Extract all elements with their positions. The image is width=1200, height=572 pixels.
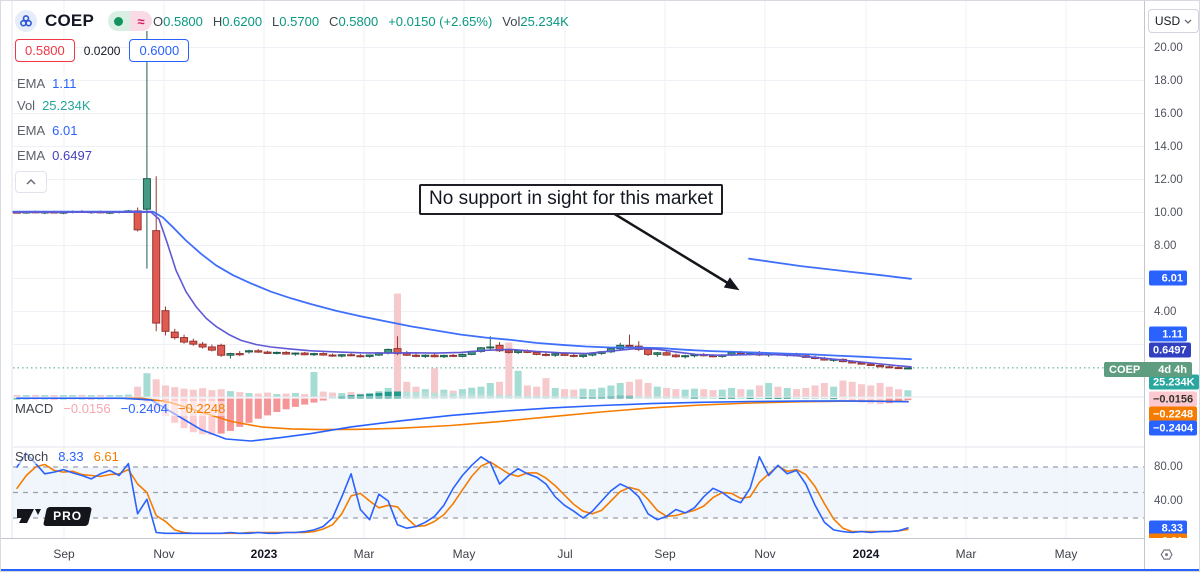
- price-axis-tick: 14.00: [1154, 140, 1183, 153]
- tradingview-logo-icon: [17, 509, 41, 523]
- symbol-logo-icon[interactable]: [15, 10, 37, 32]
- time-axis-label: Sep: [53, 547, 75, 561]
- time-axis[interactable]: Sep Nov 2023 Mar May Jul Sep Nov 2024 Mar May: [1, 538, 1199, 571]
- countdown-time: 4d 4h: [1158, 363, 1187, 376]
- time-axis-label: Jul: [557, 547, 573, 561]
- currency-selector-button[interactable]: USD: [1148, 9, 1199, 33]
- annotation-text-box[interactable]: No support in sight for this market: [419, 184, 724, 215]
- legend-row-ema-1.11[interactable]: EMA 1.11: [15, 76, 79, 91]
- spread-value: 0.0200: [83, 43, 121, 58]
- macd-signal-value: −0.2248: [178, 401, 226, 416]
- time-axis-label: May: [1054, 547, 1078, 561]
- extended-hours-icon: ≈: [129, 11, 152, 31]
- macd-signal-badge: −0.2248: [1149, 406, 1198, 422]
- time-axis-label: Nov: [754, 547, 776, 561]
- stoch-k-badge: 8.33: [1149, 520, 1187, 536]
- time-axis-label: Mar: [955, 547, 977, 561]
- price-axis-tick: 10.00: [1154, 206, 1183, 219]
- axis-settings-corner[interactable]: [1144, 538, 1199, 571]
- collapse-legend-button[interactable]: [15, 171, 47, 193]
- price-axis-tick: 20.00: [1154, 41, 1183, 54]
- stoch-label: Stoch: [15, 449, 49, 464]
- header-volume: Vol25.234K: [502, 14, 569, 29]
- time-axis-label: May: [452, 547, 476, 561]
- countdown-symbol: COEP: [1109, 363, 1141, 376]
- time-axis-label: Nov: [153, 547, 175, 561]
- symbol-name[interactable]: COEP: [45, 11, 94, 30]
- ohlc-readout: O0.5800 H0.6200 L0.5700 C0.5800 +0.0150 (+2.…: [153, 14, 569, 29]
- price-axis-tick: 40.00: [1154, 495, 1183, 507]
- stoch-d-value: 6.61: [93, 449, 119, 464]
- macd-line-value: −0.2404: [120, 401, 168, 416]
- symbol-header: COEP ≈: [15, 10, 152, 32]
- chevron-down-icon: [1184, 19, 1192, 24]
- market-status-pill[interactable]: ≈: [107, 11, 152, 31]
- buy-price-button[interactable]: 0.6000: [129, 39, 190, 62]
- legend-row-ema-6.01[interactable]: EMA 6.01: [15, 123, 80, 138]
- macd-legend[interactable]: MACD −0.0156 −0.2404 −0.2248: [15, 401, 226, 416]
- ohlc-item-h: H0.6200: [212, 14, 263, 29]
- time-axis-label: Sep: [654, 547, 676, 561]
- tradingview-pro-logo[interactable]: PRO: [17, 506, 93, 526]
- legend-row-ema-0.6497[interactable]: EMA 0.6497: [15, 148, 94, 163]
- pro-badge: PRO: [42, 506, 93, 526]
- price-axis-tick: 8.00: [1154, 239, 1177, 252]
- legend-row-vol-25.234K[interactable]: Vol 25.234K: [15, 98, 93, 113]
- sell-price-button[interactable]: 0.5800: [15, 39, 75, 62]
- macd-hist-badge: −0.0156: [1149, 391, 1198, 407]
- ohlc-item-l: L0.5700: [272, 14, 320, 29]
- gear-icon: [1160, 549, 1173, 560]
- time-axis-label: 2023: [250, 547, 278, 561]
- macd-label: MACD: [15, 401, 54, 416]
- price-axis-tick: 12.00: [1154, 173, 1183, 186]
- price-axis-tick: 18.00: [1154, 74, 1183, 87]
- market-open-dot-icon: [107, 11, 130, 31]
- ohlc-item-o: O0.5800: [153, 14, 203, 29]
- stoch-legend[interactable]: Stoch 8.33 6.61: [15, 449, 119, 464]
- stoch-k-value: 8.33: [58, 449, 84, 464]
- price-axis-tick: 80.00: [1154, 461, 1183, 473]
- time-axis-label: 2024: [852, 547, 880, 561]
- ema-mid-badge: 1.11: [1149, 326, 1187, 342]
- quote-row: 0.5800 0.0200 0.6000: [15, 39, 190, 62]
- macd-line-badge: −0.2404: [1149, 420, 1198, 436]
- bottom-accent-bar: [1, 569, 1199, 571]
- change-value: +0.0150 (+2.65%): [388, 14, 493, 29]
- price-axis-tick: 16.00: [1154, 107, 1183, 120]
- time-axis-label: Mar: [353, 547, 375, 561]
- last-price-countdown-badge: COEP 4d 4h: [1104, 362, 1192, 377]
- ema-fast-badge: 0.6497: [1149, 342, 1191, 358]
- price-axis-tick: 4.00: [1154, 305, 1177, 318]
- ohlc-item-c: C0.5800: [329, 14, 379, 29]
- macd-hist-value: −0.0156: [63, 401, 111, 416]
- volume-badge: 25.234K: [1149, 374, 1199, 390]
- price-axis[interactable]: 20.00 18.00 16.00 14.00 12.00 10.00 8.00 4.00 80…: [1144, 1, 1199, 549]
- ema-slow-badge: 6.01: [1149, 270, 1187, 286]
